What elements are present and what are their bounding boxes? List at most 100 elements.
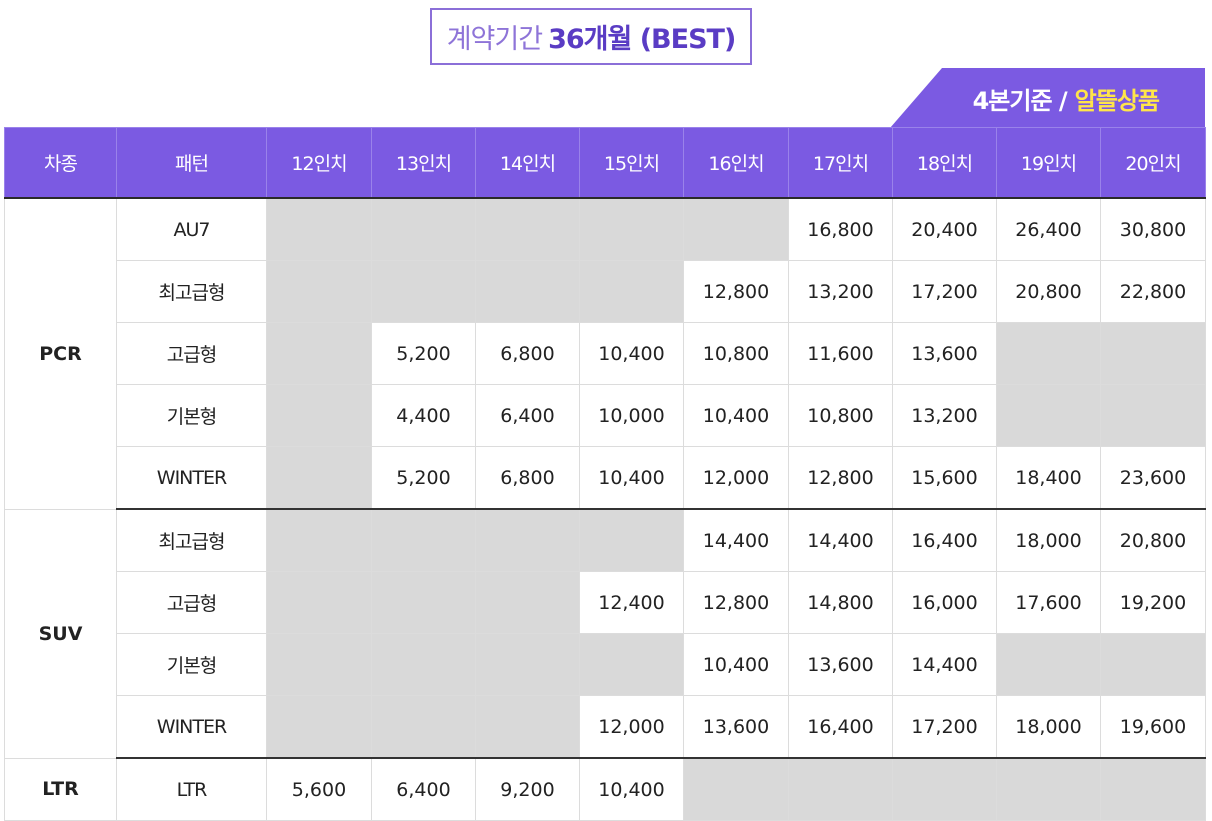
price-cell: 17,600: [996, 571, 1101, 634]
empty-price-cell: [371, 633, 476, 696]
column-header: 패턴: [116, 127, 267, 199]
table-header: 차종 패턴 12인치 13인치 14인치 15인치 16인치 17인치 18인치 19인치 20인치: [4, 127, 1206, 199]
price-cell: 12,000: [579, 695, 684, 759]
price-cell: 22,800: [1100, 260, 1206, 323]
table-row: 기본형 4,400 6,400 10,000 10,400 10,800 13,200: [5, 384, 1206, 447]
price-cell: 12,800: [683, 571, 789, 634]
price-cell: 13,600: [683, 695, 789, 759]
vehicle-category: SUV: [4, 508, 117, 759]
basis-tag-label: 4본기준 /: [972, 86, 1068, 115]
price-cell: 16,800: [788, 197, 893, 261]
empty-price-cell: [788, 757, 893, 821]
empty-price-cell: [266, 571, 372, 634]
price-cell: 20,800: [1100, 508, 1206, 572]
empty-price-cell: [683, 197, 789, 261]
price-cell: 10,400: [683, 384, 789, 447]
pattern-cell: 고급형: [116, 571, 267, 634]
price-cell: 20,400: [892, 197, 997, 261]
price-cell: 23,600: [1100, 446, 1206, 510]
price-cell: 12,800: [788, 446, 893, 510]
price-cell: 18,000: [996, 508, 1101, 572]
price-cell: 6,400: [371, 757, 476, 821]
table-row: WINTER 5,200 6,800 10,400 12,000 12,800 15,600…: [5, 446, 1206, 510]
price-cell: 13,200: [788, 260, 893, 323]
price-table: 차종 패턴 12인치 13인치 14인치 15인치 16인치 17인치 18인치 19인치 20인치…: [4, 127, 1206, 821]
empty-price-cell: [996, 384, 1101, 447]
price-cell: 10,400: [683, 633, 789, 696]
empty-price-cell: [579, 197, 684, 261]
price-cell: 12,400: [579, 571, 684, 634]
empty-price-cell: [475, 260, 580, 323]
price-cell: 15,600: [892, 446, 997, 510]
price-cell: 18,000: [996, 695, 1101, 759]
pattern-cell: 최고급형: [116, 508, 267, 572]
empty-price-cell: [1100, 757, 1206, 821]
empty-price-cell: [371, 508, 476, 572]
empty-price-cell: [266, 446, 372, 510]
empty-price-cell: [579, 508, 684, 572]
price-cell: 17,200: [892, 695, 997, 759]
empty-price-cell: [892, 757, 997, 821]
column-header: 14인치: [475, 127, 580, 199]
column-header: 17인치: [788, 127, 893, 199]
price-cell: 13,600: [788, 633, 893, 696]
column-header: 20인치: [1100, 127, 1206, 199]
empty-price-cell: [371, 695, 476, 759]
basis-tag: 4본기준 / 알뜰상품: [890, 68, 1205, 128]
price-cell: 10,000: [579, 384, 684, 447]
price-cell: 10,400: [579, 757, 684, 821]
empty-price-cell: [579, 633, 684, 696]
price-cell: 5,200: [371, 446, 476, 510]
price-cell: 10,400: [579, 446, 684, 510]
pattern-cell: 최고급형: [116, 260, 267, 323]
price-cell: 19,200: [1100, 571, 1206, 634]
price-cell: 12,800: [683, 260, 789, 323]
empty-price-cell: [371, 260, 476, 323]
price-cell: 26,400: [996, 197, 1101, 261]
empty-price-cell: [579, 260, 684, 323]
price-cell: 14,400: [892, 633, 997, 696]
empty-price-cell: [996, 757, 1101, 821]
price-cell: 20,800: [996, 260, 1101, 323]
table-row: 고급형 5,200 6,800 10,400 10,800 11,600 13,600: [5, 322, 1206, 385]
empty-price-cell: [1100, 633, 1206, 696]
contract-period-title: 계약기간 36개월 (BEST): [430, 8, 752, 65]
price-cell: 16,400: [788, 695, 893, 759]
price-cell: 12,000: [683, 446, 789, 510]
price-cell: 10,800: [683, 322, 789, 385]
empty-price-cell: [996, 633, 1101, 696]
price-cell: 4,400: [371, 384, 476, 447]
title-label: 계약기간: [446, 24, 543, 55]
price-cell: 10,800: [788, 384, 893, 447]
price-cell: 11,600: [788, 322, 893, 385]
empty-price-cell: [683, 757, 789, 821]
pattern-cell: LTR: [116, 757, 267, 821]
empty-price-cell: [266, 695, 372, 759]
pattern-cell: 기본형: [116, 384, 267, 447]
price-cell: 17,200: [892, 260, 997, 323]
price-cell: 14,400: [683, 508, 789, 572]
price-cell: 18,400: [996, 446, 1101, 510]
price-cell: 6,800: [475, 446, 580, 510]
price-cell: 6,800: [475, 322, 580, 385]
empty-price-cell: [1100, 384, 1206, 447]
table-row: WINTER 12,000 13,600 16,400 17,200 18,000 19,6…: [5, 695, 1206, 759]
empty-price-cell: [266, 384, 372, 447]
basis-tag-highlight: 알뜰상품: [1074, 86, 1160, 115]
price-cell: 5,600: [266, 757, 372, 821]
empty-price-cell: [475, 695, 580, 759]
table-row: PCR AU7 16,800 20,400 26,400 30,800: [4, 197, 1206, 510]
empty-price-cell: [475, 197, 580, 261]
price-cell: 13,600: [892, 322, 997, 385]
price-cell: 14,800: [788, 571, 893, 634]
table-body: PCR AU7 16,800 20,400 26,400 30,800 최고급형 12,800…: [4, 197, 1206, 821]
column-header: 13인치: [371, 127, 476, 199]
price-cell: 14,400: [788, 508, 893, 572]
pattern-cell: AU7: [116, 197, 267, 261]
price-cell: 13,200: [892, 384, 997, 447]
pattern-cell: WINTER: [116, 695, 267, 759]
empty-price-cell: [475, 508, 580, 572]
empty-price-cell: [371, 571, 476, 634]
price-cell: 9,200: [475, 757, 580, 821]
vehicle-category: PCR: [4, 197, 117, 510]
